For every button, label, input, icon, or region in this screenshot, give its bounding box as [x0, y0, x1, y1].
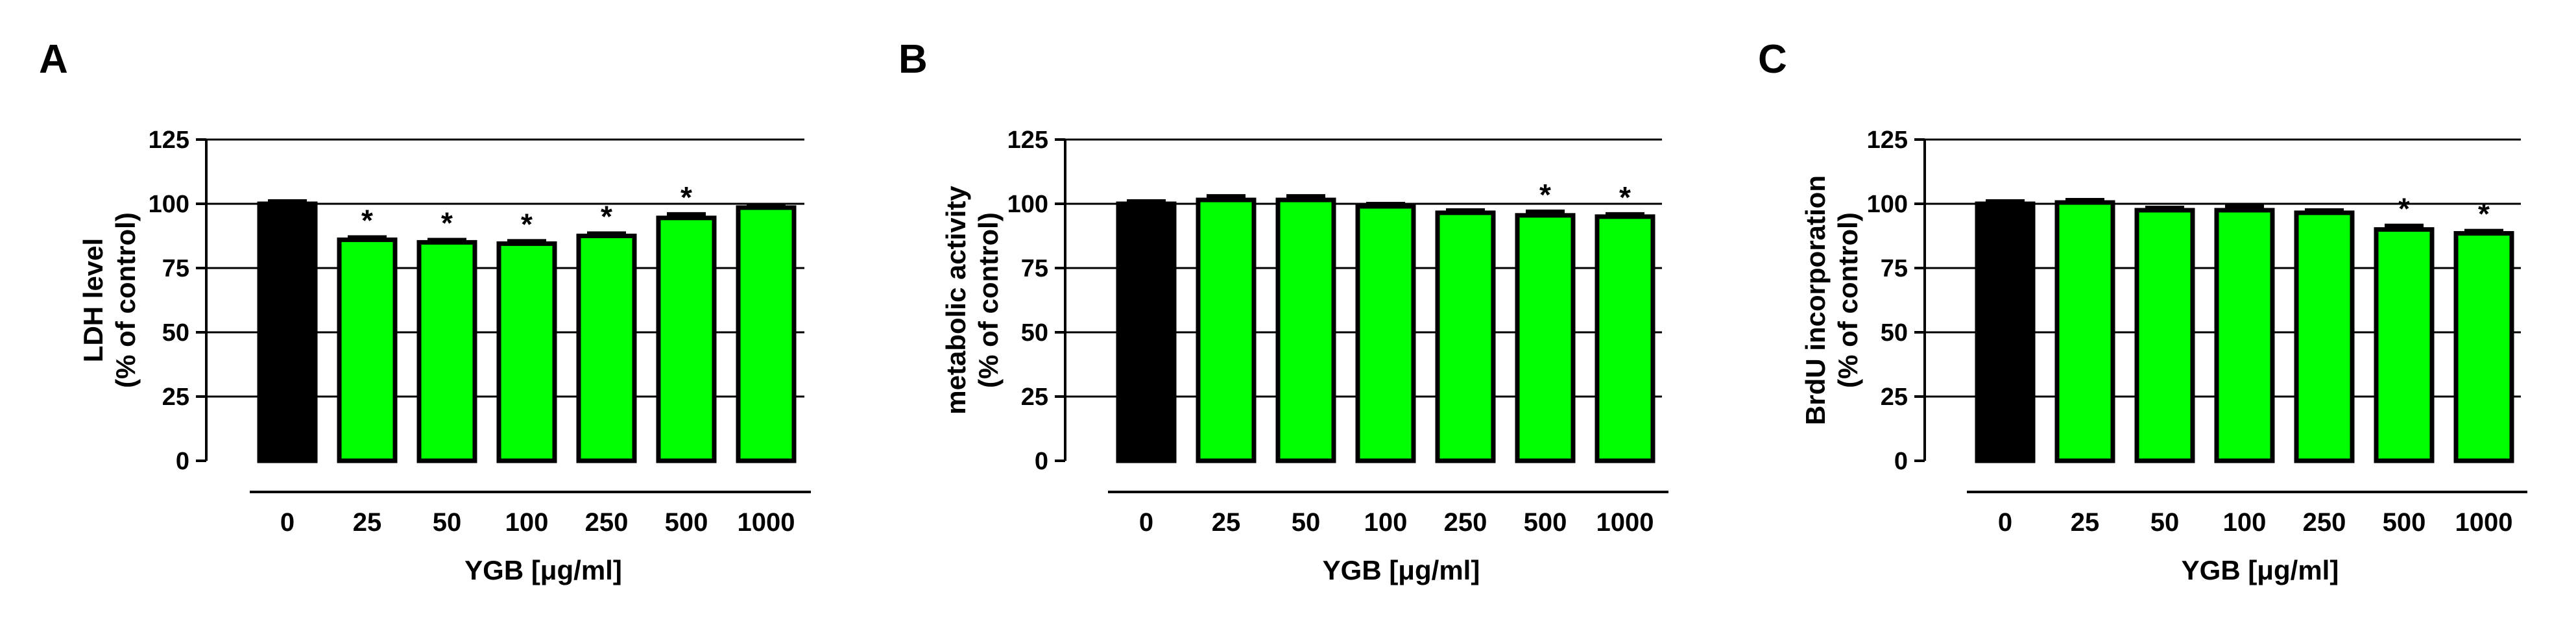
x-category-label: 500 — [1524, 508, 1567, 537]
bar — [1595, 214, 1655, 463]
panel-letter: C — [1758, 37, 1787, 82]
y-tick-label: 25 — [1881, 384, 1908, 411]
significance-star: * — [601, 200, 612, 234]
x-category-label: 50 — [2150, 508, 2180, 537]
panel-letter: A — [39, 37, 68, 82]
bar — [1435, 210, 1496, 463]
x-category-label: 25 — [2071, 508, 2100, 537]
x-category-label: 100 — [505, 508, 549, 537]
x-category-label: 0 — [1139, 508, 1153, 537]
bar — [656, 215, 717, 463]
bar — [2214, 208, 2275, 463]
panel-letter: B — [898, 37, 928, 82]
x-category-label: 1000 — [1596, 508, 1654, 537]
bar — [416, 239, 477, 463]
x-category-label: 50 — [433, 508, 462, 537]
bar — [576, 234, 637, 463]
significance-star: * — [1619, 180, 1631, 214]
bar — [2453, 231, 2514, 463]
significance-star: * — [1539, 178, 1551, 212]
y-tick-label: 125 — [1867, 127, 1908, 154]
y-axis-subtitle: (% of control) — [110, 212, 141, 388]
bar — [2134, 208, 2195, 463]
y-tick-label: 50 — [162, 319, 189, 347]
y-tick-label: 25 — [162, 384, 189, 411]
x-category-label: 50 — [1292, 508, 1321, 537]
y-tick-label: 125 — [1007, 127, 1048, 154]
x-category-label: 0 — [1998, 508, 2012, 537]
y-tick-label: 50 — [1881, 319, 1908, 347]
bar — [2374, 227, 2435, 463]
x-category-label: 0 — [280, 508, 295, 537]
x-category-label: 100 — [2223, 508, 2267, 537]
y-tick-label: 0 — [1894, 448, 1908, 475]
significance-star: * — [2398, 192, 2410, 226]
y-tick-label: 75 — [1881, 255, 1908, 282]
x-category-label: 500 — [2383, 508, 2426, 537]
y-tick-label: 25 — [1021, 384, 1048, 411]
y-axis-subtitle: (% of control) — [973, 212, 1004, 388]
panel-a: A 0 25 50 75 100 125 LDH level (% of control) 0 * 2… — [39, 37, 811, 585]
y-axis-title: metabolic activity — [941, 186, 971, 415]
y-tick-label: 100 — [1867, 191, 1908, 218]
bar — [736, 205, 797, 463]
x-category-label: 100 — [1364, 508, 1408, 537]
significance-star: * — [521, 207, 533, 241]
y-tick-label: 0 — [176, 448, 189, 475]
bar — [1975, 201, 2036, 463]
significance-star: * — [680, 180, 692, 214]
bar — [1275, 197, 1336, 463]
bar — [496, 241, 557, 463]
y-tick-label: 0 — [1035, 448, 1048, 475]
x-category-label: 25 — [353, 508, 382, 537]
y-tick-label: 100 — [1007, 191, 1048, 218]
bar — [1116, 201, 1177, 463]
bar — [1355, 204, 1416, 463]
x-category-label: 1000 — [738, 508, 795, 537]
x-category-label: 250 — [585, 508, 629, 537]
x-category-label: 1000 — [2455, 508, 2513, 537]
x-category-label: 250 — [2303, 508, 2346, 537]
significance-star: * — [441, 206, 453, 239]
y-axis-title: BrdU incorporation — [1800, 175, 1831, 425]
panel-b: B 0 25 50 75 100 125 metabolic activity (% of co… — [898, 37, 1668, 585]
x-category-label: 250 — [1444, 508, 1487, 537]
y-tick-label: 75 — [162, 255, 189, 282]
y-tick-label: 75 — [1021, 255, 1048, 282]
y-tick-label: 125 — [149, 127, 189, 154]
significance-star: * — [361, 203, 373, 237]
bar — [257, 201, 318, 463]
x-axis-title: YGB [μg/ml] — [464, 555, 622, 585]
y-axis-subtitle: (% of control) — [1833, 212, 1863, 388]
x-category-label: 500 — [665, 508, 708, 537]
panel-c: C 0 25 50 75 100 125 BrdU incorporation (% of co… — [1758, 37, 2527, 585]
bar — [1196, 197, 1257, 463]
bar — [2294, 210, 2355, 463]
y-tick-label: 50 — [1021, 319, 1048, 347]
y-tick-label: 100 — [149, 191, 189, 218]
bar — [337, 237, 398, 463]
y-axis-title: LDH level — [78, 238, 108, 362]
x-category-label: 25 — [1212, 508, 1241, 537]
bar — [2054, 200, 2115, 463]
x-axis-title: YGB [μg/ml] — [1323, 555, 1480, 585]
bar — [1515, 213, 1576, 463]
significance-star: * — [2478, 197, 2490, 231]
x-axis-title: YGB [μg/ml] — [2182, 555, 2339, 585]
